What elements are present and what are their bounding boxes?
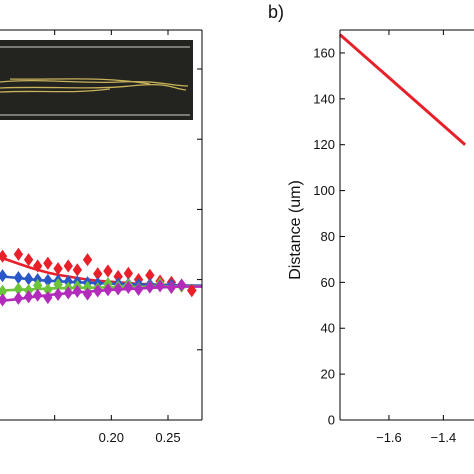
inset-fiber	[0, 84, 187, 91]
panel-b-plot-area	[339, 33, 467, 146]
data-point-blue	[63, 274, 73, 289]
panel-a-x-tick-label: 0.25	[155, 430, 180, 445]
data-point-purple	[43, 290, 53, 305]
panel-b-y-tick-label: 40	[321, 321, 335, 336]
data-point-blue	[23, 272, 34, 286]
data-point-red	[145, 268, 155, 282]
panel-b-series-line	[339, 33, 467, 146]
data-point-purple	[155, 279, 165, 293]
panel-a-axes	[0, 29, 203, 421]
panel-b-y-tick-label: 140	[313, 91, 335, 106]
panel-b-y-tick-label: 80	[321, 229, 335, 244]
data-point-green	[53, 278, 63, 292]
data-point-purple	[23, 290, 34, 304]
panel-b-y-axis-title: Distance (um)	[287, 180, 304, 280]
panel-b-x-tick-label: −1.4	[431, 430, 457, 445]
panel-b-label: b)	[268, 2, 284, 22]
inset-fiber	[9, 78, 151, 85]
panel-b-y-tick-label: 0	[328, 413, 335, 428]
data-point-purple	[82, 287, 93, 301]
inset-fiber	[0, 79, 189, 87]
data-point-green	[13, 282, 24, 296]
data-point-purple	[176, 278, 187, 292]
data-point-purple	[72, 284, 83, 298]
data-point-red	[13, 247, 24, 261]
panel-b-tick-labels: 0 20 40 60 80 100 120 140 160 −1.6 −1.4	[313, 45, 456, 445]
data-point-red	[43, 256, 53, 270]
panel-a-x-tick-label: 0.20	[99, 430, 124, 445]
panel-b-y-tick-label: 60	[321, 275, 335, 290]
data-point-red	[113, 269, 123, 284]
panel-a-plot-area	[0, 40, 202, 307]
data-point-red	[93, 267, 103, 281]
panel-b: b) Distance (um) 0 20 40 60 80 100 120 140 160 −1…	[268, 2, 474, 445]
data-point-green	[32, 278, 43, 293]
panel-b-x-tick-label: −1.6	[376, 430, 402, 445]
data-point-red	[0, 249, 8, 263]
data-point-red	[63, 259, 73, 273]
data-point-purple	[13, 291, 24, 305]
data-point-blue	[0, 269, 8, 283]
data-point-red	[103, 264, 113, 278]
data-point-purple	[93, 284, 103, 298]
data-point-green	[43, 283, 53, 297]
panel-b-axes	[339, 29, 474, 421]
data-point-blue	[43, 273, 53, 287]
panel-b-y-tick-label: 20	[321, 367, 335, 382]
panel-b-y-tick-label: 100	[313, 183, 335, 198]
data-point-green	[82, 280, 93, 294]
data-point-red	[32, 259, 43, 273]
panel-a-tick-labels: 0.20 0.25	[99, 430, 181, 445]
data-point-purple	[32, 288, 43, 302]
data-point-purple	[53, 287, 63, 302]
inset-micrograph	[0, 40, 193, 120]
data-point-purple	[133, 282, 144, 296]
data-point-purple	[123, 280, 134, 294]
data-point-purple	[0, 293, 8, 307]
data-point-red	[187, 283, 197, 298]
data-point-purple	[103, 283, 113, 297]
data-point-red	[82, 253, 93, 267]
data-point-red	[53, 262, 63, 276]
series-purple	[0, 278, 202, 307]
data-point-blue	[13, 271, 24, 285]
data-point-red	[123, 266, 134, 280]
panel-a: 0.20 0.25	[0, 29, 203, 445]
data-point-purple	[63, 286, 73, 300]
data-point-red	[72, 263, 83, 277]
data-point-purple	[145, 280, 155, 294]
panel-b-y-tick-label: 120	[313, 137, 335, 152]
data-point-purple	[166, 280, 177, 294]
inset-fiber	[0, 88, 111, 93]
data-point-red	[23, 253, 34, 267]
data-point-purple	[113, 282, 123, 296]
panel-b-y-tick-label: 160	[313, 45, 335, 60]
inset-background	[0, 40, 193, 120]
